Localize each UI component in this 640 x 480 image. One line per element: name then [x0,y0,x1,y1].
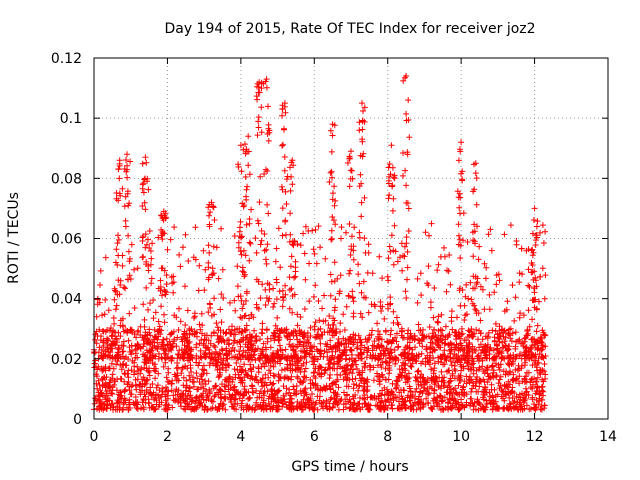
y-tick-label: 0.12 [51,51,82,67]
x-tick-label: 14 [599,429,617,445]
axis-ticks [93,57,609,420]
y-tick-label: 0 [73,412,82,428]
y-tick-label: 0.02 [51,352,82,368]
x-tick-label: 10 [452,429,470,445]
x-tick-label: 4 [236,429,245,445]
x-tick-labels: 0 2 4 6 8 10 12 14 [90,429,617,445]
y-tick-label: 0.08 [51,171,82,187]
y-tick-label: 0.04 [51,292,82,308]
x-tick-label: 0 [90,429,99,445]
y-tick-labels: 0 0.02 0.04 0.06 0.08 0.1 0.12 [51,51,82,428]
x-tick-label: 8 [383,429,392,445]
y-tick-label: 0.1 [60,111,82,127]
y-axis-label: ROTI / TECUs [6,192,22,284]
x-tick-label: 2 [163,429,172,445]
data-point-markers [91,73,549,413]
y-tick-label: 0.06 [51,232,82,248]
chart-title: Day 194 of 2015, Rate Of TEC Index for r… [164,21,535,37]
x-tick-label: 12 [526,429,544,445]
data-points [91,73,549,413]
x-tick-label: 6 [310,429,319,445]
x-axis-label: GPS time / hours [291,459,408,475]
